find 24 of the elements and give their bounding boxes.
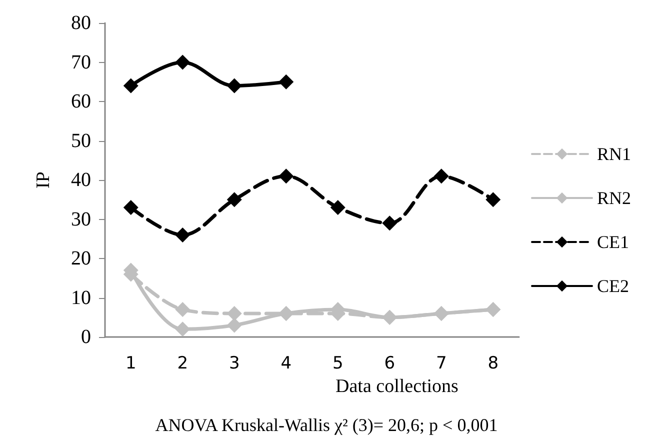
x-tick-label: 6: [384, 354, 396, 374]
y-tick-label: 10: [71, 286, 91, 309]
x-tick-label: 4: [280, 354, 292, 374]
text: ANOVA Kruskal-Wallis χ² (3)= 20,6; p < 0,001: [155, 415, 498, 435]
legend-label: CE1: [596, 232, 630, 252]
x-tick-label: 1: [125, 354, 136, 374]
y-tick-label: 0: [81, 326, 91, 348]
x-tick-label: 3: [228, 354, 240, 374]
x-tick-label: 5: [332, 354, 344, 374]
y-axis-title: IP: [33, 172, 54, 188]
y-tick-label: 30: [71, 208, 91, 230]
y-tick-label: 50: [71, 130, 91, 152]
legend-label: RN1: [596, 144, 632, 164]
legend-label: RN2: [596, 188, 632, 208]
y-tick-label: 70: [71, 51, 91, 74]
y-tick-label: 20: [71, 248, 91, 270]
y-tick-label: 60: [71, 90, 91, 112]
x-tick-label: 7: [436, 354, 447, 374]
y-tick-label: 40: [71, 169, 91, 191]
x-tick-label: 2: [177, 354, 188, 374]
x-tick-label: 8: [488, 354, 499, 374]
y-tick-label: 80: [71, 12, 91, 34]
x-axis-title: Data collections: [336, 376, 458, 397]
legend-label: CE2: [596, 276, 630, 296]
